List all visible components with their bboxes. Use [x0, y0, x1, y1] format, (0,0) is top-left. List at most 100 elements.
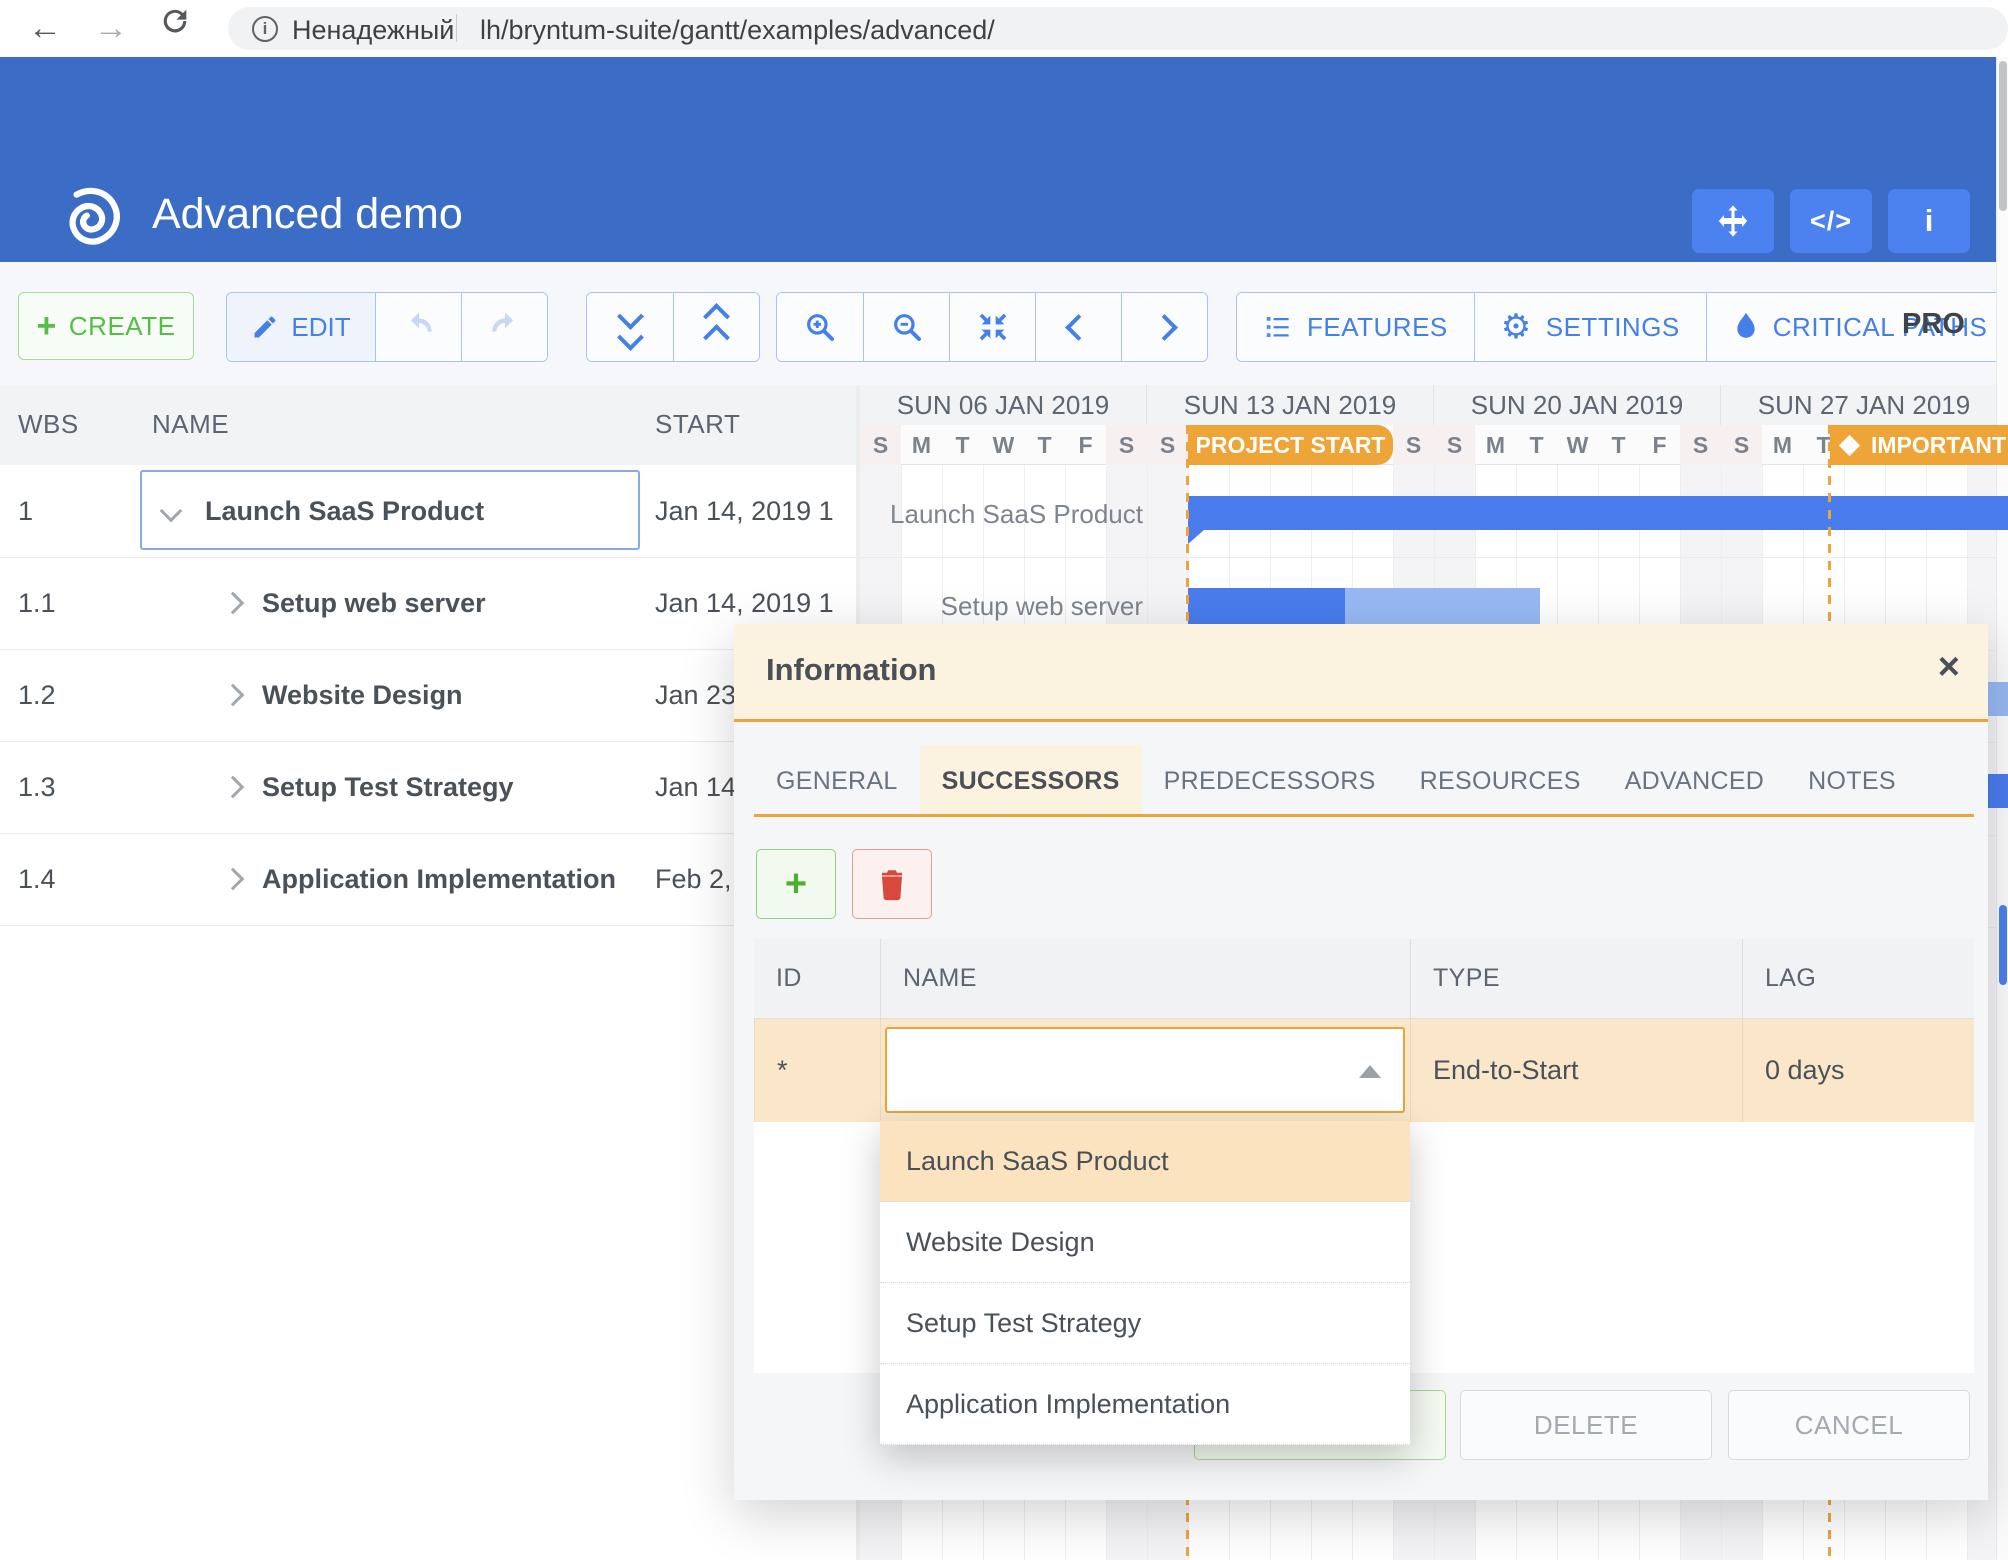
day-header-cell: W [992, 431, 1015, 458]
vertical-scrollbar [1996, 57, 2008, 1560]
task-grid: 1 Launch SaaS Product Jan 14, 2019 1 1.1 Set… [0, 465, 856, 1560]
view-code-button[interactable]: </> [1790, 189, 1872, 253]
chevron-right-icon[interactable] [221, 683, 245, 707]
day-header-cell: T [1816, 431, 1831, 458]
fullscreen-button[interactable] [1692, 189, 1774, 253]
dependency-type-cell[interactable]: End-to-Start [1410, 1019, 1742, 1122]
dependency-row[interactable]: * End-to-Start 0 days [754, 1019, 1974, 1122]
task-name: Setup web server [262, 588, 486, 618]
critical-paths-button[interactable]: CRITICAL PATHS [1705, 293, 2008, 361]
address-bar[interactable]: i Ненадежный lh/bryntum-suite/gantt/exam… [228, 7, 2008, 50]
wbs-value: 1 [18, 496, 34, 526]
wbs-value: 1.1 [18, 588, 56, 618]
url-divider [456, 14, 457, 42]
table-row[interactable]: 1.3 Setup Test Strategy Jan 14 [0, 741, 856, 834]
tab-predecessors[interactable]: PREDECESSORS [1163, 766, 1376, 795]
selected-name-cell[interactable] [140, 470, 640, 550]
dialog-header[interactable]: Information × [734, 624, 1988, 722]
zoom-to-fit-button[interactable] [949, 293, 1035, 361]
wbs-value: 1.2 [18, 680, 56, 710]
column-header-wbs[interactable]: WBS [18, 409, 79, 439]
week-header-cell: SUN 20 JAN 2019 [1434, 385, 1721, 425]
project-menu-label[interactable]: PRO [1902, 308, 1965, 340]
picker-item[interactable]: Website Design [880, 1202, 1410, 1283]
dependency-lag-cell[interactable]: 0 days [1742, 1019, 1974, 1122]
remove-dependency-button[interactable] [852, 849, 932, 919]
bryntum-logo-icon [50, 172, 128, 264]
tab-successors[interactable]: SUCCESSORS [919, 745, 1142, 817]
create-button[interactable]: + CREATE [18, 292, 194, 360]
picker-item[interactable]: Setup Test Strategy [880, 1283, 1410, 1364]
zoom-out-button[interactable] [863, 293, 949, 361]
close-icon[interactable]: × [1937, 646, 1960, 688]
zoom-nav-group [776, 292, 1208, 362]
chevron-right-icon[interactable] [221, 867, 245, 891]
day-header-cell: F [1652, 431, 1667, 458]
day-header-cell: S [1721, 425, 1762, 465]
chevron-right-icon[interactable] [221, 591, 245, 615]
timeline-week-header: SUN 06 JAN 2019 SUN 13 JAN 2019 SUN 20 JAN… [860, 385, 2008, 425]
task-bar-done-portion [1188, 588, 1345, 626]
delete-button[interactable]: DELETE [1460, 1390, 1712, 1460]
zoom-out-icon [893, 314, 921, 341]
day-header-cell: M [1485, 431, 1506, 458]
forward-icon[interactable]: → [94, 9, 128, 47]
info-button[interactable]: i [1888, 189, 1970, 253]
dependency-name-cell[interactable] [880, 1019, 1410, 1122]
edit-button-label: EDIT [291, 311, 351, 342]
task-name: Launch SaaS Product [205, 496, 485, 526]
table-row[interactable]: 1.2 Website Design Jan 23 [0, 649, 856, 742]
day-header-cell: T [1611, 431, 1626, 458]
scrollbar-thumb[interactable] [1999, 61, 2007, 211]
tab-resources[interactable]: RESOURCES [1419, 766, 1581, 795]
collapse-all-button[interactable] [587, 293, 673, 361]
chevron-right-icon[interactable] [221, 775, 245, 799]
chevron-right-icon [1151, 313, 1178, 341]
dependency-column-header-lag[interactable]: LAG [1742, 939, 1974, 1018]
reload-icon[interactable] [158, 4, 192, 38]
day-header-cell: T [1529, 431, 1544, 458]
column-header-name[interactable]: NAME [152, 409, 230, 439]
dependency-column-header-type[interactable]: TYPE [1410, 939, 1742, 1018]
successor-combo-input[interactable] [885, 1027, 1405, 1113]
task-bar-setup-web-server[interactable] [1188, 588, 1540, 640]
add-dependency-button[interactable]: + [756, 849, 836, 919]
collapse-picker-icon[interactable] [1359, 1065, 1381, 1078]
cancel-button[interactable]: CANCEL [1728, 1390, 1970, 1460]
table-row[interactable]: 1.1 Setup web server Jan 14, 2019 1 [0, 557, 856, 650]
schedule-scrollbar-thumb[interactable] [1999, 905, 2007, 985]
day-header-cell: W [1566, 431, 1589, 458]
shift-previous-button[interactable] [1035, 293, 1121, 361]
expand-all-button[interactable] [673, 293, 759, 361]
edit-button[interactable]: EDIT [227, 293, 375, 361]
parent-task-bar[interactable] [1188, 496, 2008, 544]
redo-button[interactable] [461, 293, 547, 361]
task-bar-label: Setup web server [940, 591, 1143, 621]
dependency-column-header-name[interactable]: NAME [880, 939, 1410, 1018]
table-row[interactable]: 1 Launch SaaS Product Jan 14, 2019 1 [0, 465, 856, 558]
day-header-cell: S [860, 425, 901, 465]
plus-icon: + [36, 306, 57, 345]
dependency-column-header-id[interactable]: ID [776, 964, 802, 992]
settings-button-label: SETTINGS [1545, 311, 1680, 342]
zoom-in-button[interactable] [777, 293, 863, 361]
settings-button[interactable]: ⚙ SETTINGS [1473, 293, 1706, 361]
create-button-label: CREATE [68, 310, 176, 341]
dependency-id-cell[interactable]: * [754, 1019, 880, 1122]
browser-toolbar: ← → i Ненадежный lh/bryntum-suite/gantt/… [0, 0, 2008, 58]
day-header-cell: F [1078, 431, 1093, 458]
back-icon[interactable]: ← [28, 9, 62, 47]
shift-next-button[interactable] [1121, 293, 1207, 361]
page-info-icon[interactable]: i [252, 16, 278, 42]
day-header-cell: S [1147, 425, 1188, 465]
features-button[interactable]: FEATURES [1237, 293, 1474, 361]
day-header-cell: S [1393, 425, 1434, 465]
tab-notes[interactable]: NOTES [1808, 766, 1896, 795]
table-row[interactable]: 1.4 Application Implementation Feb 2, [0, 833, 856, 926]
tab-advanced[interactable]: ADVANCED [1624, 766, 1765, 795]
picker-item[interactable]: Launch SaaS Product [880, 1121, 1410, 1202]
column-header-start[interactable]: START [655, 409, 741, 439]
undo-button[interactable] [375, 293, 461, 361]
tab-general[interactable]: GENERAL [776, 766, 898, 795]
picker-item[interactable]: Application Implementation [880, 1364, 1410, 1445]
